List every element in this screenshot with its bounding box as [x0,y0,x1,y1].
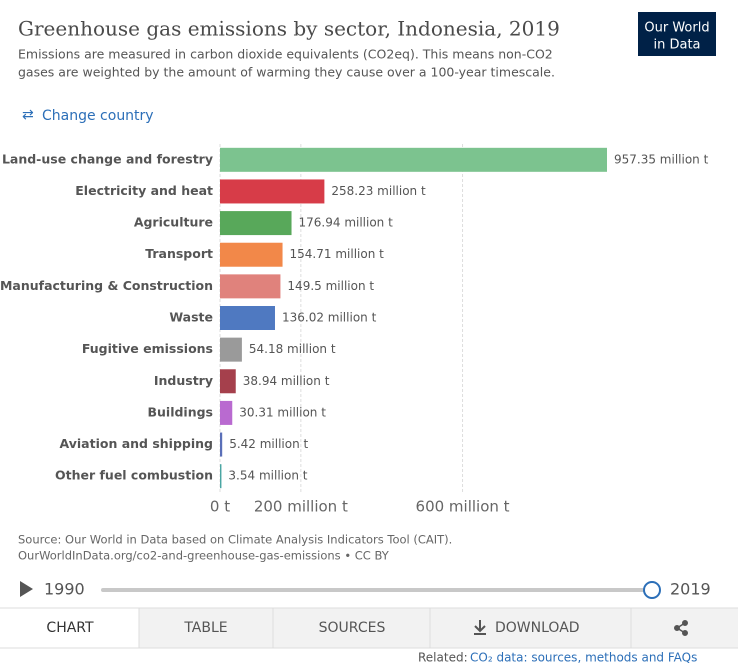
value-label: 154.71 million t [290,247,385,261]
value-label: 30.31 million t [239,405,326,419]
value-label: 957.35 million t [614,152,709,166]
tab-active[interactable] [0,608,139,648]
category-label: Industry [154,373,213,388]
tab[interactable]: SOURCES [319,620,386,636]
value-label: 54.18 million t [249,342,336,356]
chart-title: Greenhouse gas emissions by sector, Indo… [18,17,560,41]
subtitle: gases are weighted by the amount of warm… [18,65,555,80]
bar [220,306,275,330]
category-label: Buildings [147,404,213,419]
bar [220,369,236,394]
chart: 0 t 200 million t 600 million t Land-use ch… [0,144,709,516]
x-tick-label: 0 t [210,498,230,516]
value-label: 38.94 million t [243,374,330,388]
logo[interactable] [638,12,716,56]
x-tick-label: 200 million t [254,498,348,516]
source: Source: Our World in Data based on Clima… [18,533,452,547]
timeline-thumb[interactable] [643,581,661,599]
logo-text: in Data [653,38,700,53]
category-label: Other fuel combustion [55,468,213,483]
source: OurWorldInData.org/co2-and-greenhouse-ga… [18,549,390,563]
category-label: Aviation and shipping [60,436,213,451]
tab[interactable]: TABLE [183,620,227,636]
bar [220,242,283,267]
category-label: Agriculture [134,215,213,230]
tab[interactable]: DOWNLOAD [495,620,580,636]
swap-icon: ⇄ [22,107,34,123]
play-button[interactable] [20,581,33,597]
value-label: 5.42 million t [229,437,308,451]
timeline-start: 1990 [44,580,85,599]
category-label: Waste [169,310,213,325]
value-label: 3.54 million t [228,469,307,483]
category-label: Electricity and heat [75,183,213,198]
bar [220,211,292,236]
share-icon[interactable] [674,620,688,636]
tab[interactable]: CHART [46,620,94,636]
bar [220,337,242,362]
timeline-end: 2019 [670,580,711,599]
value-label: 258.23 million t [331,184,426,198]
bar [220,179,325,204]
x-tick-label: 600 million t [416,498,510,516]
category-label: Manufacturing & Construction [0,278,213,293]
value-label: 136.02 million t [282,311,377,325]
value-label: 149.5 million t [287,279,374,293]
related-label: Related: [418,651,468,665]
category-label: Fugitive emissions [82,341,213,356]
value-label: 176.94 million t [299,216,394,230]
bar [220,464,222,489]
bar [220,432,223,457]
bar [220,400,233,425]
bar [220,147,607,172]
logo-text: Our World [644,21,709,36]
change-country[interactable]: Change country [42,108,154,124]
category-label: Transport [145,246,213,261]
download-icon [474,620,486,635]
subtitle: Emissions are measured in carbon dioxide… [18,47,553,62]
related-link[interactable]: CO₂ data: sources, methods and FAQs [470,651,697,665]
category-label: Land-use change and forestry [2,151,213,166]
bar [220,274,281,299]
